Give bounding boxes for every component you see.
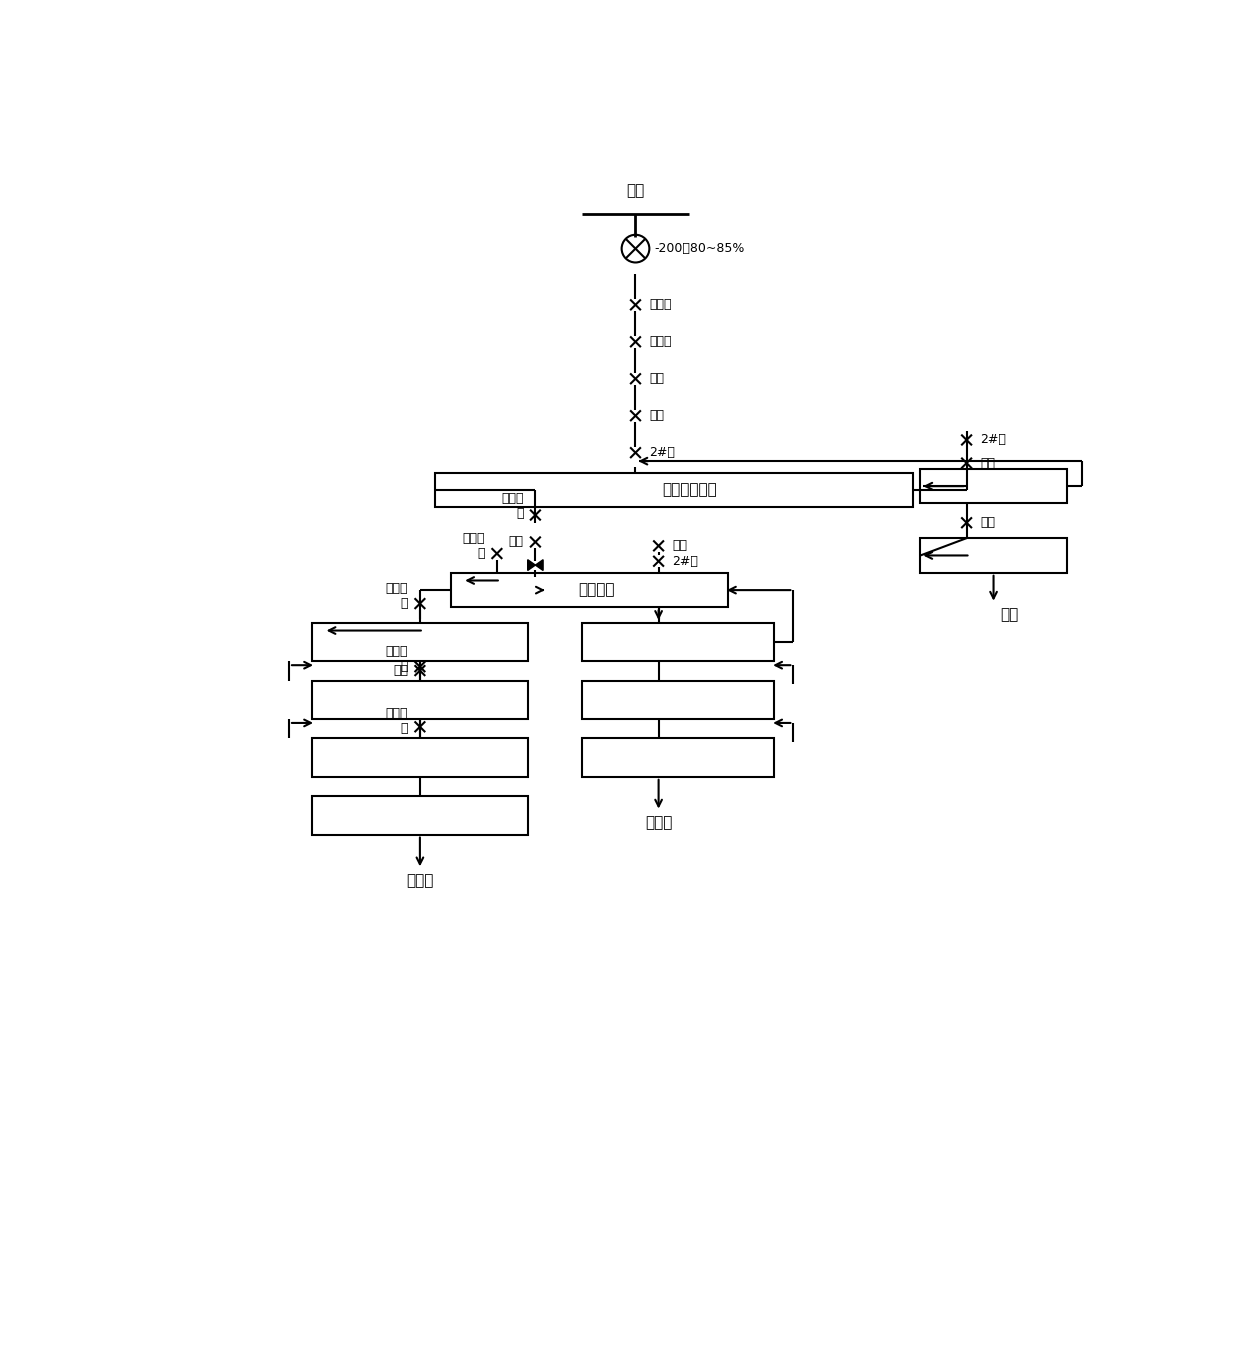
Text: 煤油: 煤油 [981,516,996,529]
Text: 煤油: 煤油 [650,410,665,422]
Bar [312,680,528,719]
Bar [582,623,774,661]
Polygon shape [536,560,543,571]
Text: 煤油: 煤油 [393,664,408,678]
Text: 钼精矿: 钼精矿 [407,873,434,888]
Text: 煤油: 煤油 [981,456,996,470]
Text: 钼铋混合粗选: 钼铋混合粗选 [662,482,717,497]
Text: 铋抑制
剂: 铋抑制 剂 [501,492,523,520]
Text: 2#油: 2#油 [650,447,676,459]
Text: 碳酸钠: 碳酸钠 [650,298,672,311]
Bar [312,796,528,835]
Bar [920,538,1066,572]
Bar [920,469,1066,504]
Text: 铋精矿: 铋精矿 [645,816,672,831]
Text: 铋抑制
剂: 铋抑制 剂 [386,645,408,673]
Text: 黄药: 黄药 [650,373,665,385]
Text: 铋抑制
剂: 铋抑制 剂 [463,531,485,560]
Bar [312,739,528,777]
Bar [582,680,774,719]
Text: 煤油: 煤油 [672,540,687,552]
Text: 水玻璃: 水玻璃 [650,335,672,348]
Text: -200目80~85%: -200目80~85% [655,242,745,255]
Text: 2#油: 2#油 [672,555,698,568]
Text: 2#油: 2#油 [981,433,1007,447]
Bar [582,739,774,777]
Polygon shape [528,560,536,571]
Text: 煤油: 煤油 [508,535,523,549]
Text: 钼铋分离: 钼铋分离 [579,583,615,597]
Bar [450,572,728,608]
Text: 铋抑制
剂: 铋抑制 剂 [386,706,408,735]
Bar [435,473,913,507]
Bar [312,623,528,661]
Text: 尾矿: 尾矿 [999,608,1018,623]
Text: 原矿: 原矿 [626,183,645,198]
Text: 铋抑制
剂: 铋抑制 剂 [386,582,408,609]
